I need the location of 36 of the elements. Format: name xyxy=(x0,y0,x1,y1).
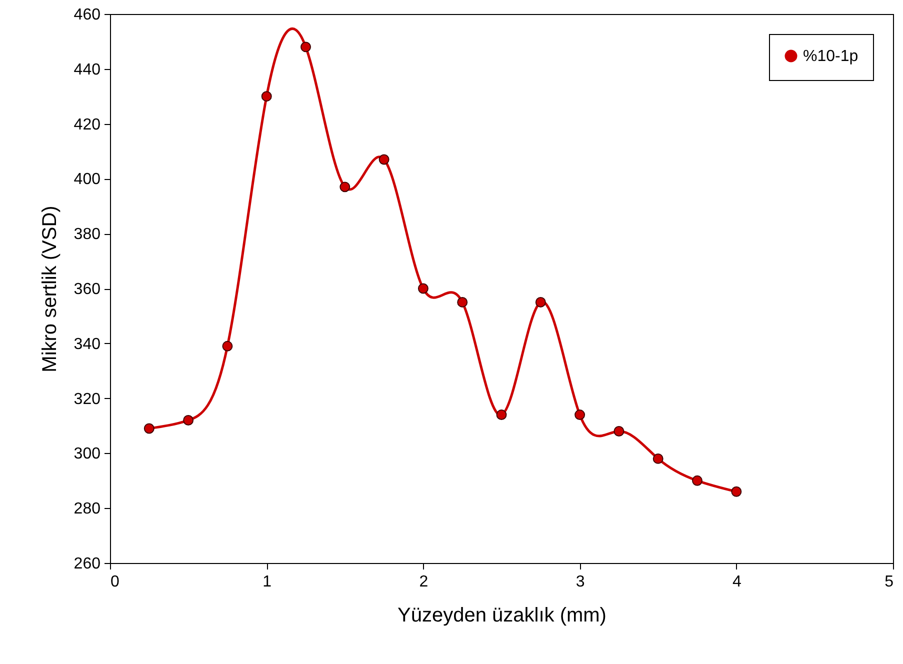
point xyxy=(183,415,194,426)
point xyxy=(614,426,624,436)
point xyxy=(340,182,350,192)
point xyxy=(496,410,507,420)
point xyxy=(300,42,311,52)
point xyxy=(731,486,742,497)
x-tick-label: 5 xyxy=(884,574,894,590)
y-tick-label: 380 xyxy=(74,226,101,244)
y-tick-label: 360 xyxy=(74,281,101,298)
y-tick-label: 440 xyxy=(74,61,101,78)
x-tick-label: 1 xyxy=(262,574,272,590)
x-tick-label: 4 xyxy=(732,574,742,590)
y-tick-label: 320 xyxy=(74,390,101,408)
y-tick-label: 400 xyxy=(74,171,101,188)
legend-label: %10-1p xyxy=(803,48,858,65)
point xyxy=(144,423,154,434)
point xyxy=(222,340,233,352)
y-tick-label: 300 xyxy=(74,446,101,463)
y-axis-title: Mikro sertlik (VSD) xyxy=(38,206,61,372)
point xyxy=(692,475,702,486)
y-tick-label: 340 xyxy=(74,336,101,353)
x-tick-label: 2 xyxy=(419,574,428,590)
x-tick-label: 0 xyxy=(110,574,120,590)
point xyxy=(652,453,664,464)
point xyxy=(457,296,468,308)
point xyxy=(418,283,428,294)
y-tick-label: 280 xyxy=(74,500,101,518)
x-tick-label: 3 xyxy=(576,574,585,590)
point xyxy=(261,91,272,102)
point xyxy=(378,154,390,165)
y-tick-label: 460 xyxy=(74,6,101,24)
y-tick-label: 260 xyxy=(74,556,101,572)
point xyxy=(535,296,546,308)
x-axis-title: Yüzeyden üzaklık (mm) xyxy=(398,604,606,626)
point xyxy=(574,410,586,420)
y-tick-label: 420 xyxy=(74,116,101,134)
